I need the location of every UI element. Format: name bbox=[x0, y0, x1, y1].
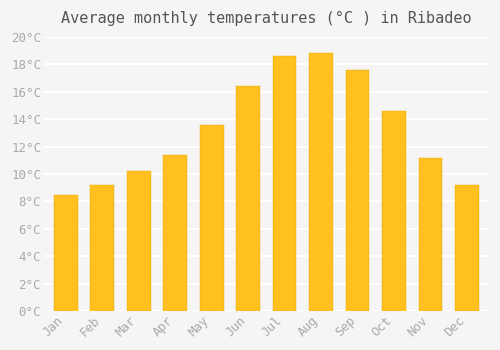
Bar bbox=[164, 155, 187, 311]
Bar bbox=[273, 56, 296, 311]
Bar bbox=[90, 185, 114, 311]
Bar bbox=[418, 158, 442, 311]
Bar bbox=[200, 125, 224, 311]
Bar bbox=[236, 86, 260, 311]
Title: Average monthly temperatures (°C ) in Ribadeo: Average monthly temperatures (°C ) in Ri… bbox=[61, 11, 472, 26]
Bar bbox=[127, 171, 150, 311]
Bar bbox=[382, 111, 406, 311]
Bar bbox=[309, 54, 333, 311]
Bar bbox=[455, 185, 479, 311]
Bar bbox=[346, 70, 370, 311]
Bar bbox=[54, 195, 78, 311]
